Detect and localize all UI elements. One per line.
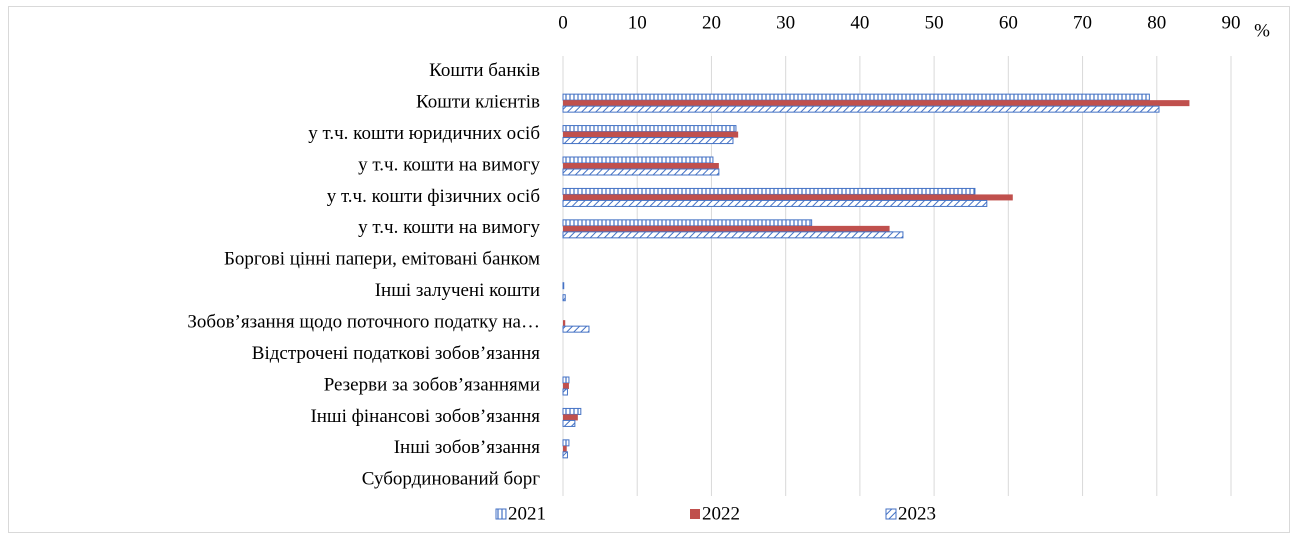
bar (562, 187, 976, 195)
bar (562, 325, 590, 333)
bar (562, 105, 1160, 113)
bar (562, 282, 565, 290)
bar (562, 219, 813, 227)
y-tick-label: Інші зобов’язання (394, 437, 541, 458)
y-tick-label: Інші фінансові зобов’язання (310, 406, 540, 427)
bar (562, 231, 904, 239)
bar (562, 156, 714, 164)
x-tick-label: 80 (1147, 12, 1166, 33)
y-tick-label: у т.ч. кошти фізичних осіб (327, 186, 540, 207)
x-tick-label: 90 (1222, 12, 1241, 33)
bar (563, 445, 567, 452)
bar (563, 383, 569, 389)
y-tick-label: Відстрочені податкові зобов’язання (252, 343, 540, 364)
x-tick-label: 20 (702, 12, 721, 33)
legend-swatch (495, 508, 507, 520)
y-tick-label: у т.ч. кошти на вимогу (358, 154, 540, 175)
legend-swatch (885, 508, 897, 520)
bar (562, 376, 570, 384)
bar (562, 294, 566, 302)
y-tick-label: Боргові цінні папери, емітовані банком (224, 249, 540, 270)
bar (563, 414, 578, 421)
bar (563, 194, 1013, 201)
x-tick-label: 60 (999, 12, 1018, 33)
bar (562, 407, 582, 415)
chart-frame (8, 6, 1290, 533)
bar (563, 320, 566, 327)
x-tick-label: 40 (850, 12, 869, 33)
bar (563, 131, 739, 138)
bar (562, 168, 720, 176)
y-tick-label: у т.ч. кошти юридичних осіб (308, 123, 540, 144)
x-tick-label: 10 (628, 12, 647, 33)
x-tick-label: 50 (925, 12, 944, 33)
y-tick-label: у т.ч. кошти на вимогу (358, 217, 540, 238)
bar (562, 388, 568, 396)
y-tick-label: Кошти клієнтів (416, 92, 540, 113)
bar (562, 137, 734, 145)
y-tick-label: Кошти банків (429, 60, 540, 81)
legend-label: 2022 (702, 503, 740, 524)
legend-label: 2021 (508, 503, 546, 524)
x-tick-label: 70 (1073, 12, 1092, 33)
x-tick-label: 30 (776, 12, 795, 33)
y-tick-label: Зобов’язання щодо поточного податку на… (187, 312, 540, 333)
unit-label: % (1254, 20, 1270, 41)
legend-label: 2023 (898, 503, 936, 524)
y-tick-label: Інші залучені кошти (375, 280, 540, 301)
x-tick-label: 0 (558, 12, 568, 33)
bar (562, 439, 570, 447)
bar (562, 93, 1150, 101)
bar (562, 451, 568, 459)
bar (563, 100, 1190, 107)
bar (562, 419, 576, 427)
bar (562, 125, 737, 133)
bar (563, 163, 719, 169)
legend-swatch (690, 509, 700, 519)
bar (563, 225, 890, 232)
y-tick-label: Субординований борг (362, 469, 540, 490)
bar (562, 199, 988, 207)
y-tick-label: Резерви за зобов’язаннями (324, 374, 540, 395)
